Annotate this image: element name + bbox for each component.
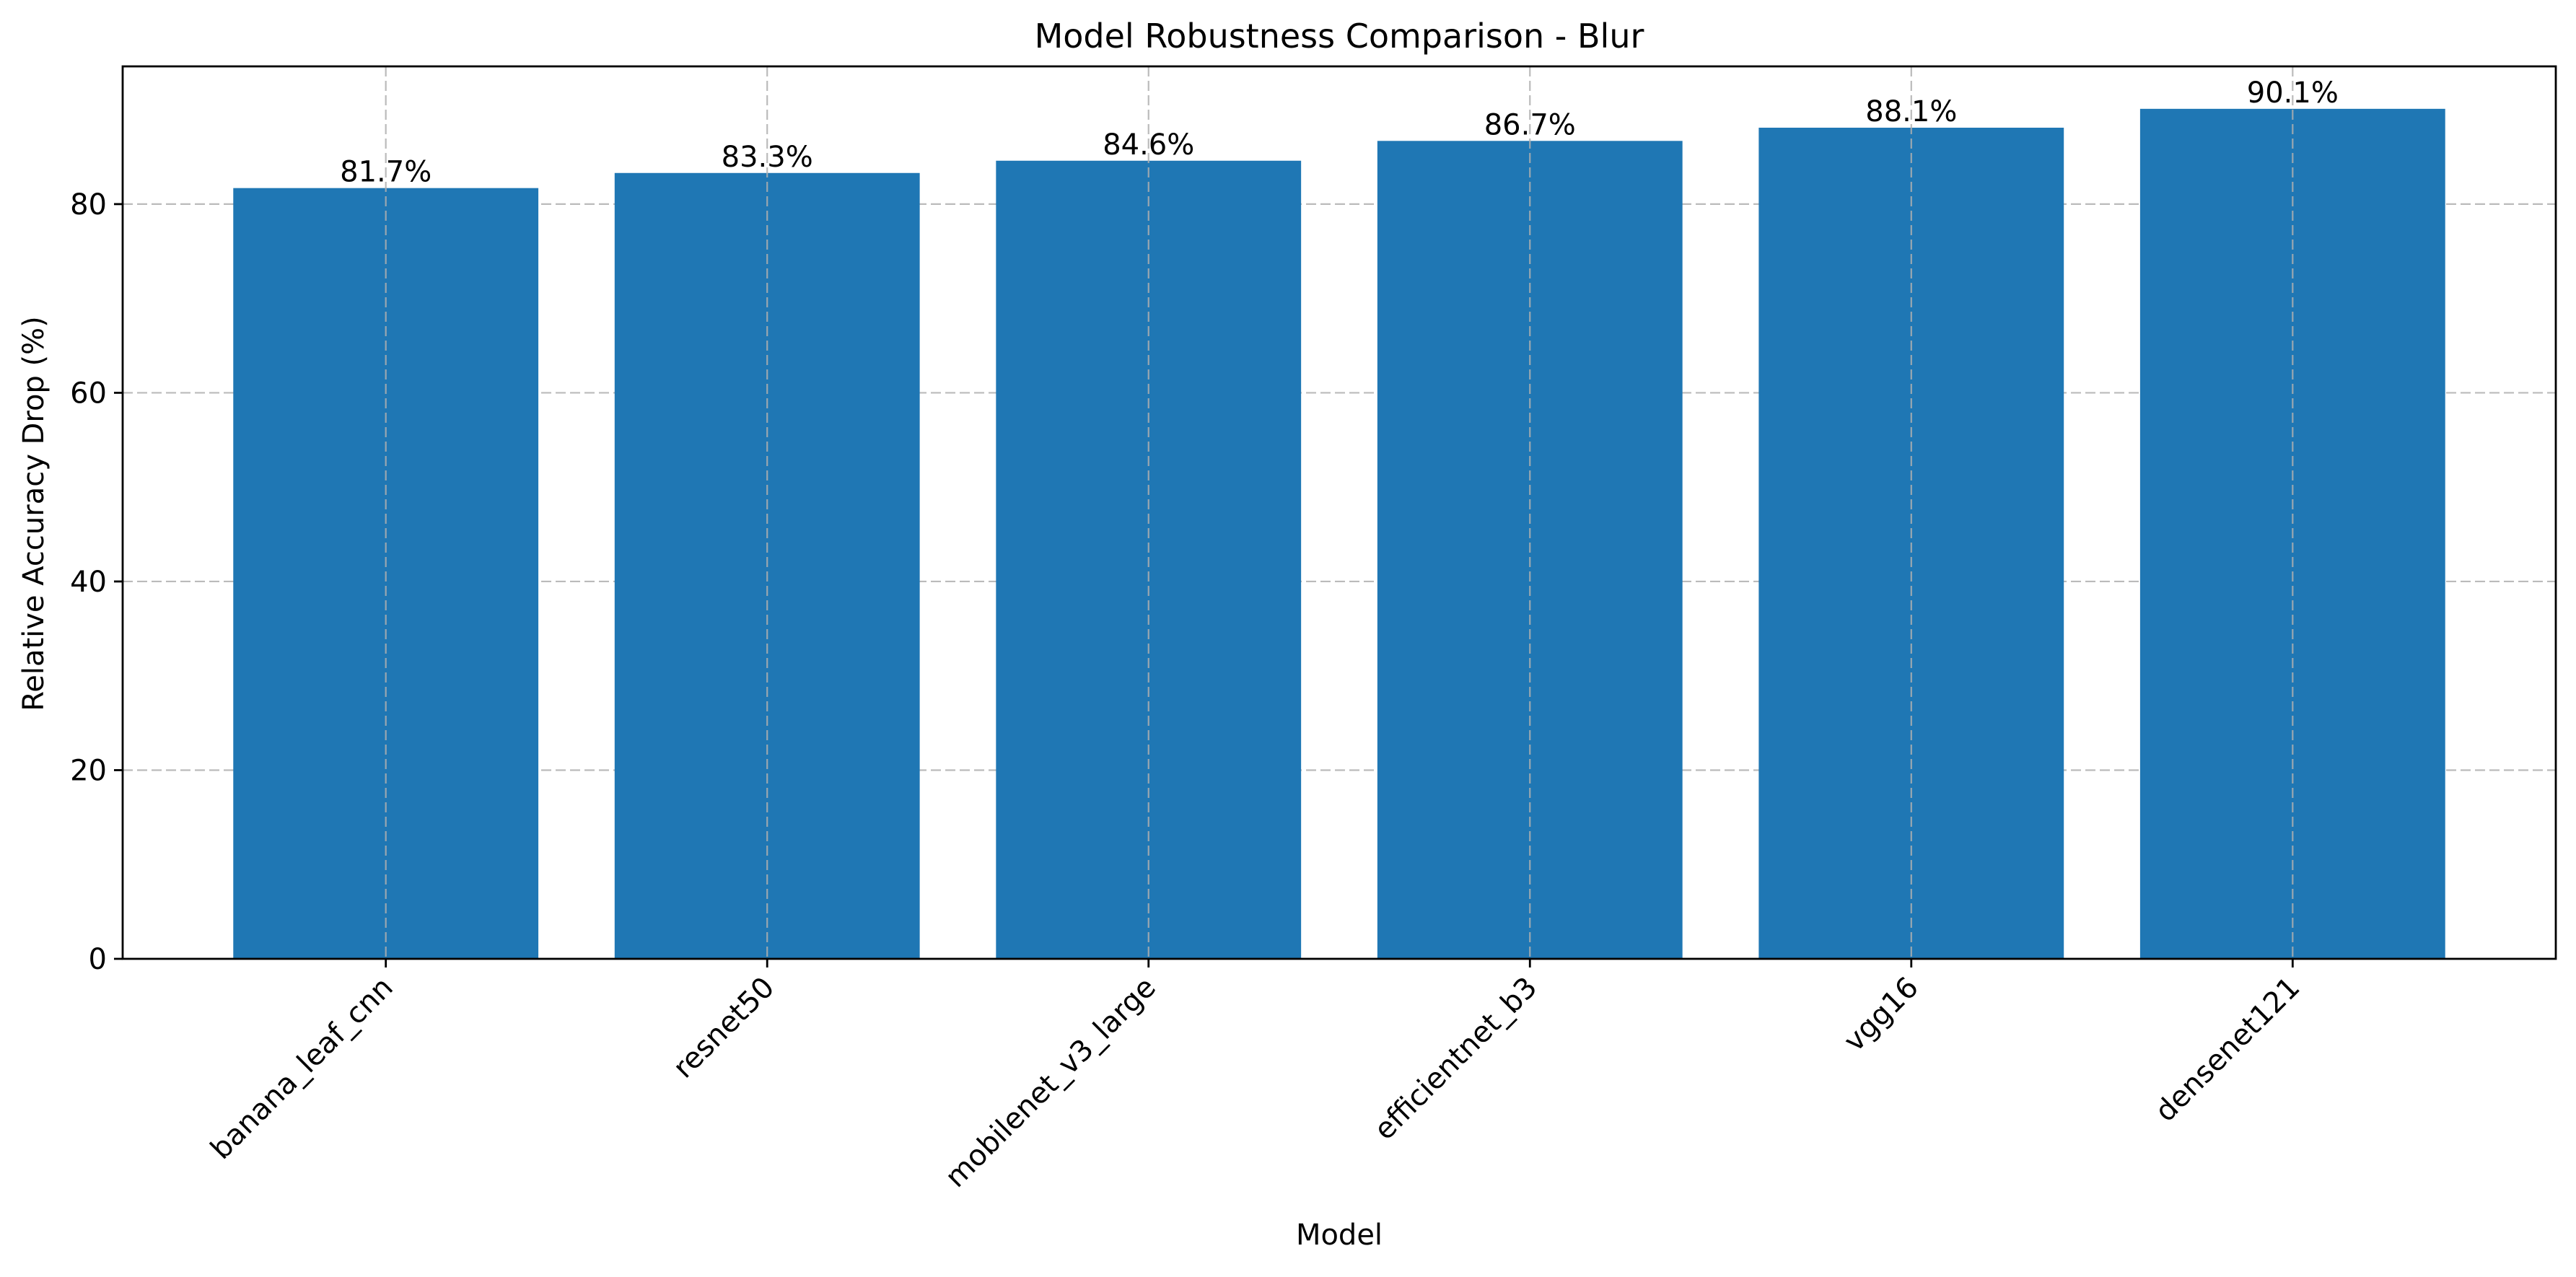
y-tick-label: 20 — [70, 754, 107, 787]
y-tick-label: 60 — [70, 377, 107, 410]
x-tick-label: densenet121 — [2149, 971, 2306, 1128]
x-axis-ticks: banana_leaf_cnn resnet50 mobilenet_v3_larg… — [204, 959, 2306, 1194]
bars — [233, 108, 2445, 960]
x-tick-label: vgg16 — [1838, 971, 1925, 1058]
bar-value-label: 88.1% — [1865, 95, 1957, 128]
bar-value-label: 90.1% — [2247, 76, 2339, 110]
x-tick-label: resnet50 — [667, 971, 781, 1085]
vertical-grid-lines — [385, 66, 2294, 959]
plot-frame — [121, 65, 2557, 960]
y-tick-label: 80 — [70, 188, 107, 221]
bar-value-label: 83.3% — [722, 141, 813, 174]
data-labels: 81.7% 83.3% 84.6% 86.7% 88.1% 90.1% — [340, 76, 2339, 189]
y-tick-label: 0 — [89, 943, 107, 976]
chart-title: Model Robustness Comparison - Blur — [1035, 17, 1644, 56]
bar-value-label: 81.7% — [340, 156, 431, 189]
y-axis-label: Relative Accuracy Drop (%) — [17, 316, 51, 711]
x-tick-label: mobilenet_v3_large — [939, 971, 1162, 1195]
bar-value-label: 86.7% — [1484, 108, 1576, 141]
bar-value-label: 84.6% — [1103, 128, 1194, 162]
y-tick-label: 40 — [70, 566, 107, 599]
x-tick-label: efficientnet_b3 — [1368, 971, 1544, 1147]
y-axis-ticks: 0 20 40 60 80 — [70, 188, 123, 976]
x-tick-label: banana_leaf_cnn — [204, 971, 400, 1167]
x-axis-label: Model — [1296, 1219, 1383, 1252]
